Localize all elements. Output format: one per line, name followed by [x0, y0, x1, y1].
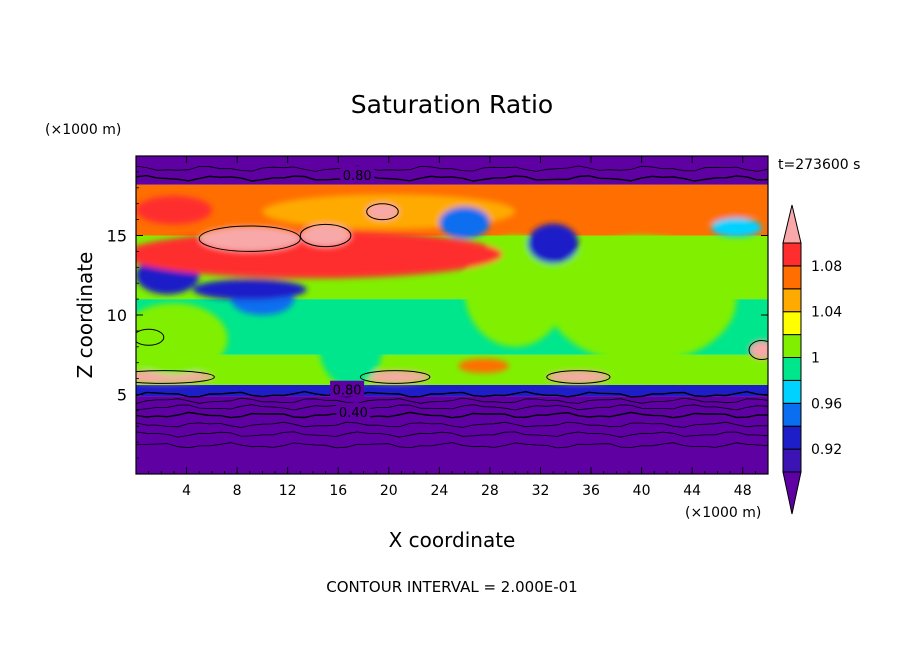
colorbar: 0.92 0.96 1 1.04 1.08 [782, 204, 842, 515]
colorbar-segment-0 [782, 448, 802, 473]
colorbar-segment-1 [782, 425, 802, 450]
colorbar-label: 1.04 [811, 305, 842, 321]
contour-lines [136, 165, 768, 449]
x-tick-label: 4 [182, 483, 191, 499]
contour-outline-18 [366, 203, 399, 221]
heatmap-region-10 [464, 235, 566, 347]
contour-label-bg-0 [340, 166, 375, 183]
heatmap-region-21 [660, 190, 762, 223]
heatmap-band-6 [136, 156, 768, 185]
heatmap-band-0 [136, 396, 768, 474]
contour-outline-0 [136, 370, 215, 384]
contour-line-1 [136, 431, 768, 438]
x-tick-label: 36 [582, 483, 600, 499]
heatmap-region-0 [136, 370, 215, 384]
contour-line-8 [136, 165, 768, 172]
heatmap-region-7 [319, 307, 383, 387]
contour-label-0: 0.80 [343, 169, 372, 184]
x-tick-label: 44 [683, 483, 701, 499]
contour-outline-5 [136, 328, 165, 346]
heatmap-band-1 [136, 384, 768, 397]
heatmap-region-17 [300, 224, 351, 247]
contour-outline-17 [299, 223, 352, 248]
colorbar-segment-4 [782, 357, 802, 381]
contour-labels: 0.80 0.80 0.40 [330, 166, 375, 421]
heatmap-region-15 [136, 195, 212, 225]
contour-line-0 [136, 442, 768, 449]
heatmap-region-6 [136, 303, 228, 375]
x-tick-label: 16 [329, 483, 347, 499]
colorbar-label: 1 [811, 351, 820, 367]
y-tick-label: 15 [107, 227, 127, 246]
colorbar-segment-6 [782, 311, 802, 336]
colorbar-segment-5 [782, 334, 802, 359]
heatmap-region-19 [439, 206, 490, 239]
heatmap-region-9 [546, 235, 737, 363]
contour-line-2 [136, 421, 768, 428]
contour-label-2: 0.40 [339, 406, 368, 421]
contour-label-bg-2 [336, 402, 371, 419]
colorbar-segment-7 [782, 288, 802, 313]
x-tick-label: 20 [380, 483, 398, 499]
x-tick-label: 40 [633, 483, 651, 499]
y-unit-label: (×1000 m) [45, 122, 121, 138]
colorbar-segment-9 [782, 242, 802, 267]
contour-outline-1 [359, 370, 431, 384]
heatmap-region-20 [527, 223, 579, 264]
colorbar-extend-top [782, 204, 802, 244]
contour-label-bg-1 [330, 380, 365, 397]
contour-label-1: 0.80 [333, 384, 362, 399]
heatmap-region-12 [192, 279, 307, 300]
x-axis-label: X coordinate [389, 528, 516, 552]
heatmap-region-1 [360, 370, 430, 384]
contour-line-4 [136, 404, 768, 411]
heatmap-region-2 [546, 370, 611, 384]
contour-interval-footer: CONTOUR INTERVAL = 2.000E-01 [326, 578, 577, 596]
x-tick-label: 28 [481, 483, 499, 499]
x-tick-label: 8 [233, 483, 242, 499]
heatmap-region-16 [199, 225, 301, 252]
contour-line-5 [136, 397, 768, 404]
y-axis: 5 10 15 [107, 171, 768, 459]
x-tick-label: 32 [532, 483, 550, 499]
heatmap-region-22 [711, 218, 762, 238]
colorbar-segment-3 [782, 379, 802, 404]
colorbar-segment-2 [782, 402, 802, 427]
heatmap-region-3 [458, 358, 509, 374]
x-tick-label: 48 [734, 483, 752, 499]
colorbar-label: 1.08 [811, 259, 842, 275]
y-tick-label: 5 [117, 386, 127, 405]
colorbar-extend-bottom [782, 471, 802, 515]
colorbar-label: 0.92 [811, 442, 842, 458]
contour-line-6 [136, 390, 768, 398]
x-axis: 4 8 12 16 20 24 28 32 36 40 44 48 [148, 156, 756, 499]
time-label: t=273600 s [778, 157, 860, 173]
x-tick-label: 12 [279, 483, 297, 499]
chart-title: Saturation Ratio [351, 90, 553, 119]
heatmap-region-4 [749, 340, 768, 360]
contour-outline-16 [198, 225, 301, 252]
colorbar-segment-8 [782, 265, 802, 290]
contour-outline-4 [748, 339, 768, 361]
contour-line-7 [136, 174, 768, 182]
x-unit-label: (×1000 m) [685, 505, 761, 521]
plot-area [136, 156, 768, 474]
y-axis-label: Z coordinate [73, 252, 97, 379]
contour-outline-2 [546, 370, 611, 384]
colorbar-label: 0.96 [811, 396, 842, 412]
y-tick-label: 10 [107, 306, 127, 325]
heatmap-regions [136, 190, 768, 387]
heatmap-band-2 [136, 354, 768, 385]
heatmap-region-18 [366, 203, 399, 220]
contour-line-3 [136, 411, 768, 419]
x-tick-label: 24 [430, 483, 448, 499]
